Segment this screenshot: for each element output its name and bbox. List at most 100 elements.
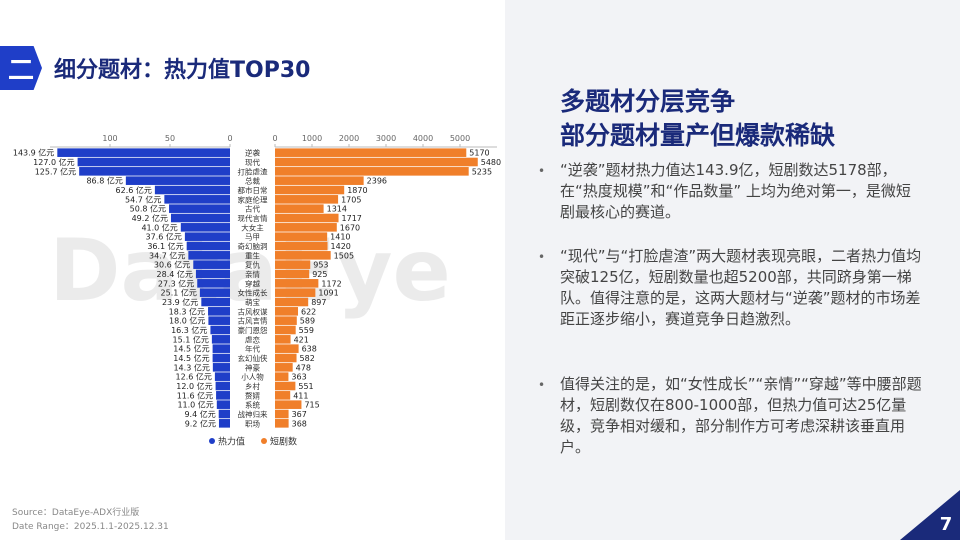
category-label: 现代言情 <box>238 213 268 223</box>
bar <box>275 288 316 297</box>
value-label: 589 <box>300 317 315 326</box>
bar <box>275 204 324 213</box>
bullet-dot: • <box>538 250 546 264</box>
value-label: 86.8 亿元 <box>86 176 122 186</box>
x-tick-label: 0 <box>227 134 232 143</box>
bar <box>275 419 289 428</box>
page-corner <box>900 490 960 540</box>
watermark: DataEye <box>49 221 451 321</box>
slide-title: 细分题材：热力值TOP30 <box>54 58 311 83</box>
bar <box>164 195 230 204</box>
bar <box>275 381 296 391</box>
bar <box>275 195 339 204</box>
value-label: 12.6 亿元 <box>176 372 212 382</box>
value-label: 1870 <box>347 186 367 195</box>
category-label: 复仇 <box>245 260 260 270</box>
heading: 部分题材量产但爆款稀缺 <box>560 121 836 150</box>
category-label: 年代 <box>245 344 260 354</box>
x-tick-label: 4000 <box>413 134 433 143</box>
bar <box>211 335 230 344</box>
bar <box>180 223 230 232</box>
value-label: 478 <box>296 363 311 372</box>
value-label: 363 <box>291 373 306 382</box>
value-label: 34.7 亿元 <box>149 250 185 260</box>
value-label: 28.4 亿元 <box>157 269 193 279</box>
value-label: 1172 <box>321 279 341 288</box>
category-label: 系统 <box>245 400 260 410</box>
value-label: 11.6 亿元 <box>177 390 213 400</box>
x-tick-label: 1000 <box>302 134 322 143</box>
category-label: 穿越 <box>245 278 260 288</box>
bar <box>212 344 230 353</box>
bar <box>275 297 309 307</box>
category-label: 战神归来 <box>238 409 268 419</box>
page-number: 7 <box>940 514 953 535</box>
bar <box>169 204 230 213</box>
source: Source：DataEye-ADX行业版 <box>12 508 140 518</box>
bar <box>275 335 291 344</box>
bar <box>214 372 230 381</box>
category-label: 都市日常 <box>238 185 268 195</box>
bar <box>199 288 230 297</box>
bar <box>275 353 297 363</box>
value-label: 27.3 亿元 <box>158 278 194 288</box>
bullet-text: “现代”与“打脸虐渣”两大题材表现亮眼，二者热力值均突破125亿，短剧数量也超5… <box>560 247 922 328</box>
bar <box>275 307 299 316</box>
bar <box>208 316 230 325</box>
bar <box>275 391 291 400</box>
value-label: 143.9 亿元 <box>13 148 54 158</box>
date-range: Date Range：2025.1.1-2025.12.31 <box>12 522 169 532</box>
category-label: 打脸虐渣 <box>238 166 268 176</box>
value-label: 2396 <box>367 177 387 186</box>
value-label: 36.1 亿元 <box>147 241 183 251</box>
bar <box>212 363 230 372</box>
page-badge: 7 <box>900 490 960 540</box>
bar <box>275 167 469 176</box>
value-label: 953 <box>313 261 328 270</box>
value-label: 1420 <box>331 242 351 251</box>
bar <box>208 307 230 316</box>
bar <box>275 176 364 185</box>
value-label: 23.9 亿元 <box>162 297 198 307</box>
value-label: 14.5 亿元 <box>173 353 209 363</box>
bar <box>275 241 328 251</box>
legend-marker <box>209 438 215 444</box>
value-label: 411 <box>293 391 308 400</box>
value-label: 11.0 亿元 <box>177 400 213 410</box>
category-label: 古风权谋 <box>238 306 268 316</box>
value-label: 18.0 亿元 <box>169 316 205 326</box>
category-label: 古代 <box>245 204 260 214</box>
bar <box>210 325 230 335</box>
value-label: 1717 <box>342 214 362 223</box>
value-label: 49.2 亿元 <box>132 213 168 223</box>
bar <box>275 223 337 232</box>
category-label: 小人物 <box>241 372 264 382</box>
value-label: 1670 <box>340 223 360 232</box>
value-label: 638 <box>302 345 317 354</box>
value-label: 18.3 亿元 <box>169 306 205 316</box>
heading: 多题材分层竞争 <box>560 87 736 116</box>
bullet-text: “逆袭”题材热力值达143.9亿，短剧数达5178部，在“热度规模”和“作品数量… <box>560 161 911 221</box>
bar <box>275 260 311 269</box>
value-label: 14.5 亿元 <box>173 344 209 354</box>
value-label: 367 <box>292 410 307 419</box>
value-label: 5170 <box>469 149 489 158</box>
category-label: 玄幻仙侠 <box>238 353 268 363</box>
x-tick-label: 2000 <box>339 134 359 143</box>
category-label: 古风言情 <box>238 316 268 326</box>
category-label: 神豪 <box>245 362 260 372</box>
right-panel <box>505 0 960 540</box>
value-label: 582 <box>300 354 315 363</box>
value-label: 5480 <box>481 158 501 167</box>
category-label: 赘婿 <box>245 390 260 400</box>
value-label: 127.0 亿元 <box>33 157 74 167</box>
value-label: 125.7 亿元 <box>35 166 76 176</box>
value-label: 9.4 亿元 <box>184 409 215 419</box>
category-label: 家庭伦理 <box>238 194 268 204</box>
bar <box>186 241 230 251</box>
x-tick-label: 0 <box>272 134 277 143</box>
value-label: 559 <box>299 326 314 335</box>
value-label: 622 <box>301 307 316 316</box>
value-label: 62.6 亿元 <box>116 185 152 195</box>
